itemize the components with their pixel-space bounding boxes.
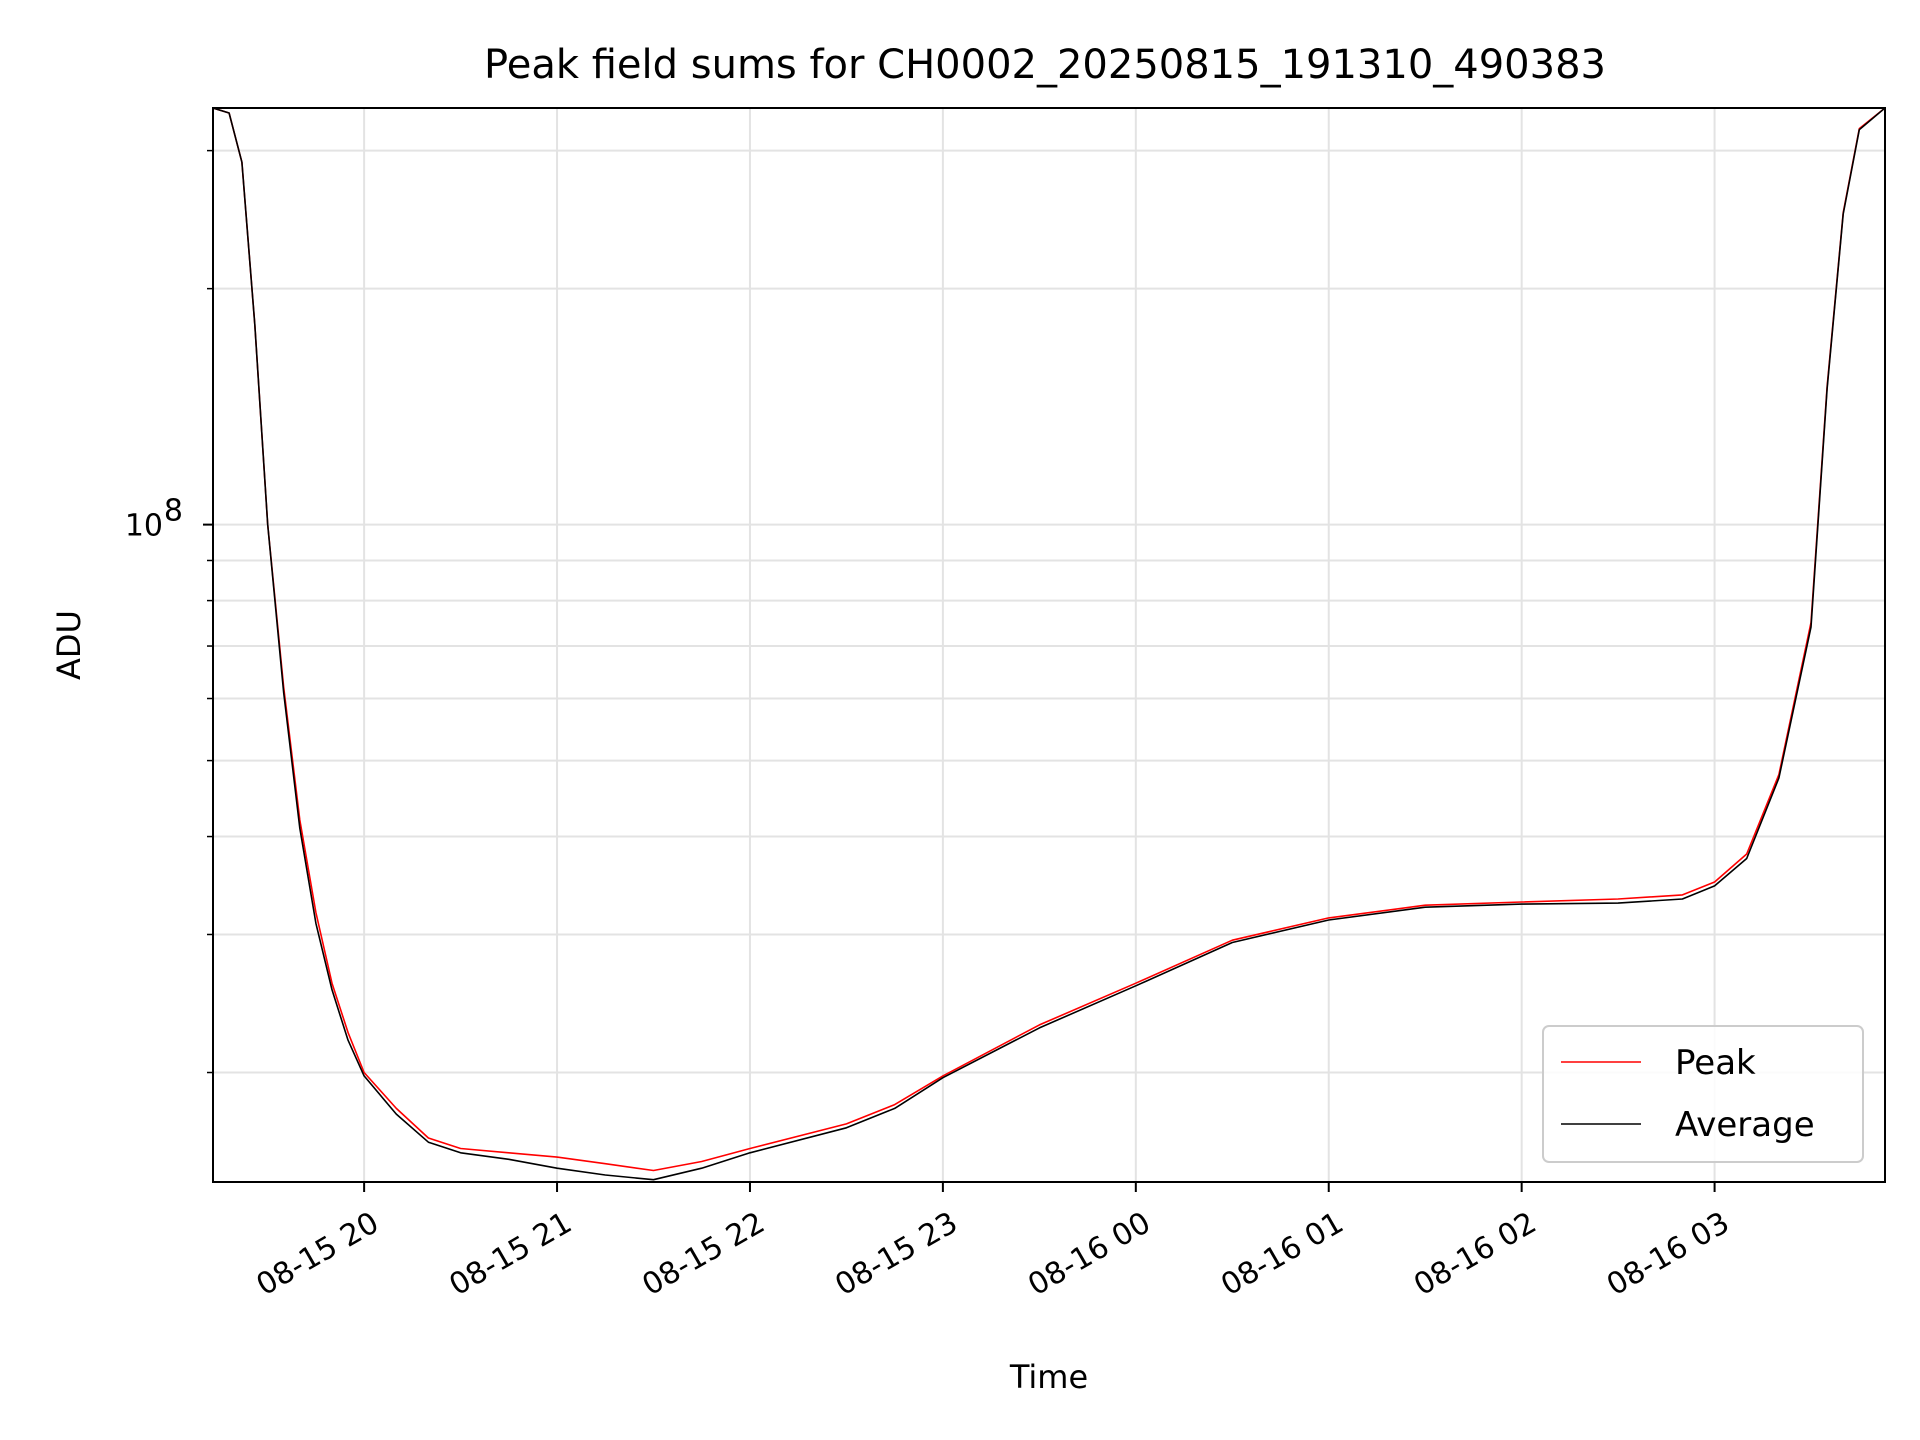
y-axis: 10 8 [125, 149, 213, 1074]
y-tick-label: 10 [125, 509, 163, 544]
series-line-average [213, 108, 1885, 1181]
legend-label-average: Average [1675, 1105, 1815, 1145]
legend: Peak Average [1542, 1025, 1864, 1163]
legend-label-peak: Peak [1675, 1043, 1756, 1083]
legend-box [1542, 1025, 1864, 1163]
y-axis-label: ADU [50, 610, 88, 680]
grid [213, 108, 1885, 1182]
x-axis-label: Time [1009, 1358, 1088, 1396]
chart-title: Peak field sums for CH0002_20250815_1913… [484, 42, 1606, 88]
series-line-peak [213, 108, 1885, 1172]
plot-frame [212, 107, 1886, 1183]
y-tick-exponent: 8 [164, 494, 183, 529]
series-layer [213, 108, 1885, 1181]
